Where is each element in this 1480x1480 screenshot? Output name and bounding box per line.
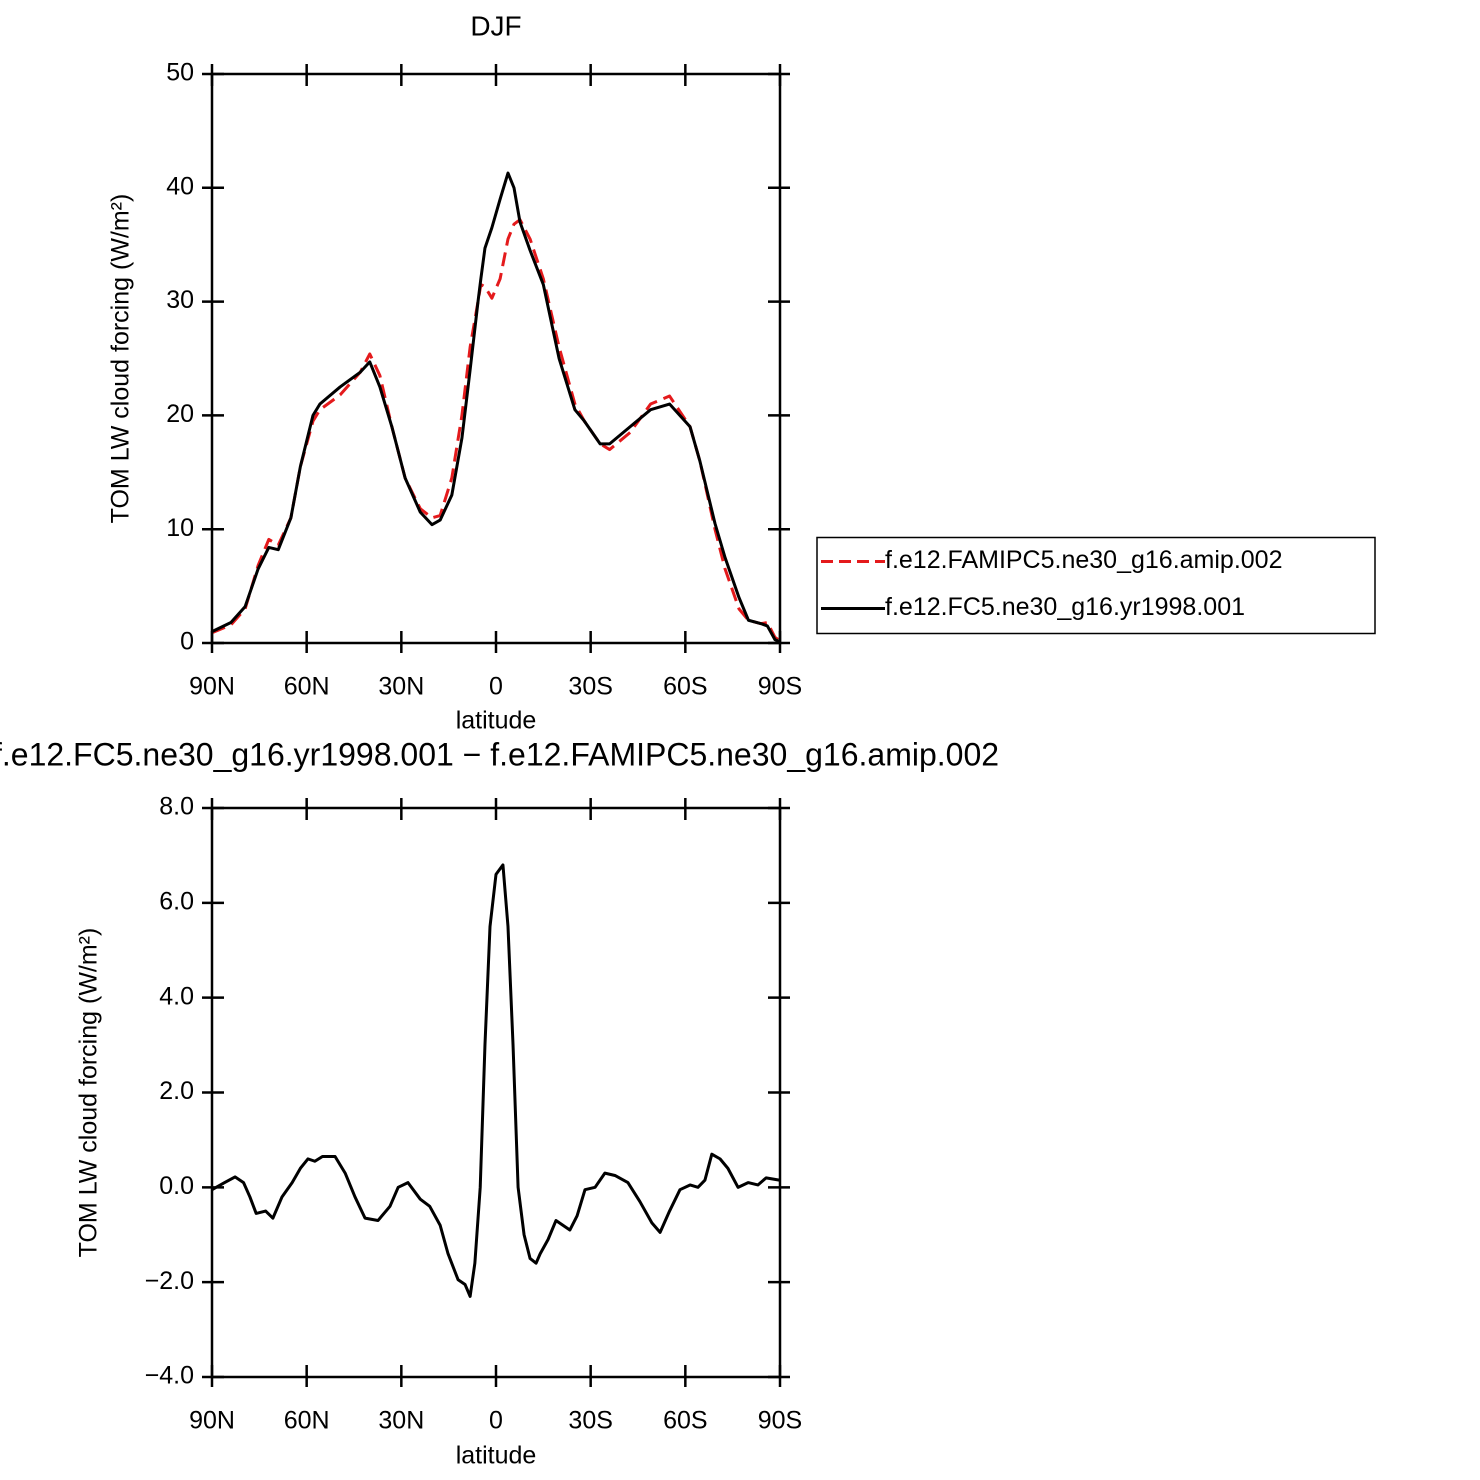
x-tick-label: 30S bbox=[568, 673, 612, 701]
x-tick-label: 30N bbox=[378, 673, 424, 701]
y-tick-label: 10 bbox=[166, 514, 194, 542]
x-tick-label: 0 bbox=[489, 673, 503, 701]
y-tick-label: −2.0 bbox=[145, 1267, 194, 1295]
y-tick-label: 2.0 bbox=[159, 1077, 194, 1105]
y-tick-label: 30 bbox=[166, 286, 194, 314]
x-tick-label: 60S bbox=[663, 1407, 707, 1435]
legend-label: f.e12.FAMIPC5.ne30_g16.amip.002 bbox=[885, 546, 1283, 574]
y-axis-label: TOM LW cloud forcing (W/m²) bbox=[107, 194, 135, 524]
chart-title: f.e12.FC5.ne30_g16.yr1998.001 − f.e12.FA… bbox=[0, 736, 999, 772]
y-tick-label: 0 bbox=[180, 628, 194, 656]
x-tick-label: 30N bbox=[378, 1407, 424, 1435]
x-tick-label: 90N bbox=[189, 1407, 235, 1435]
legend-box bbox=[816, 536, 1376, 635]
y-tick-label: 20 bbox=[166, 400, 194, 428]
chart-title: DJF bbox=[470, 10, 521, 41]
x-tick-label: 90S bbox=[758, 673, 802, 701]
y-tick-label: 8.0 bbox=[159, 793, 194, 821]
data-line bbox=[211, 171, 781, 644]
plot-frame bbox=[210, 806, 782, 1379]
data-line bbox=[211, 863, 781, 1298]
x-tick-label: 0 bbox=[489, 1407, 503, 1435]
y-tick-label: 0.0 bbox=[159, 1172, 194, 1200]
x-tick-label: 30S bbox=[568, 1407, 612, 1435]
y-tick-label: −4.0 bbox=[145, 1362, 194, 1390]
x-tick-label: 60N bbox=[284, 1407, 330, 1435]
legend-label: f.e12.FC5.ne30_g16.yr1998.001 bbox=[885, 593, 1245, 621]
y-tick-label: 40 bbox=[166, 172, 194, 200]
x-axis-label: latitude bbox=[456, 707, 537, 735]
y-tick-label: 4.0 bbox=[159, 982, 194, 1010]
y-tick-label: 50 bbox=[166, 59, 194, 87]
plot-frame bbox=[210, 72, 782, 645]
x-tick-label: 90N bbox=[189, 673, 235, 701]
y-tick-label: 6.0 bbox=[159, 887, 194, 915]
x-tick-label: 60N bbox=[284, 673, 330, 701]
x-axis-label: latitude bbox=[456, 1442, 537, 1470]
x-tick-label: 60S bbox=[663, 673, 707, 701]
data-line bbox=[211, 218, 781, 642]
x-tick-label: 90S bbox=[758, 1407, 802, 1435]
y-axis-label: TOM LW cloud forcing (W/m²) bbox=[75, 928, 103, 1258]
